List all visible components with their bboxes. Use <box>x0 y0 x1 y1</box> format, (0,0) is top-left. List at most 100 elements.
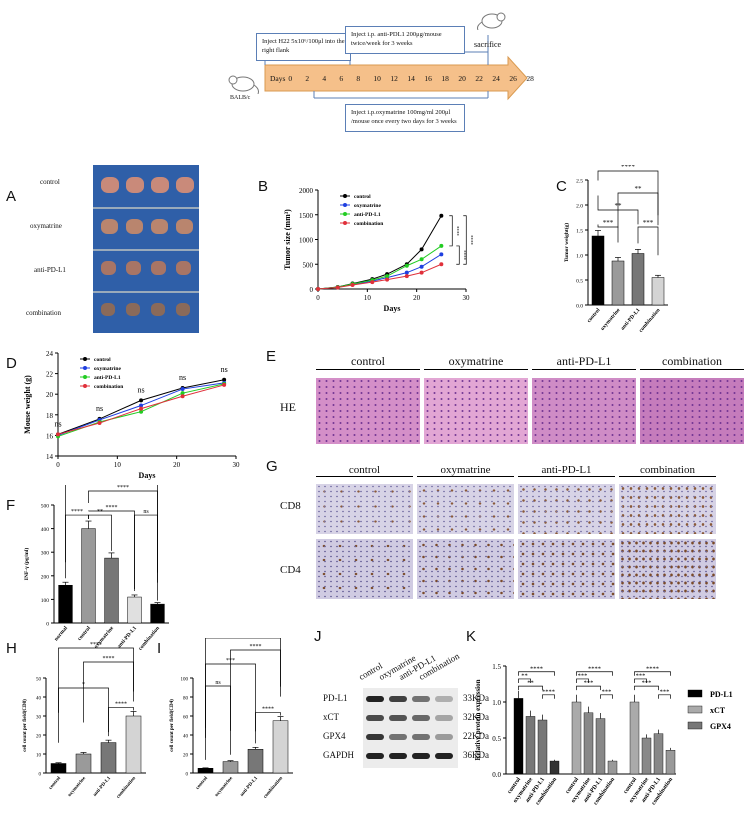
data-point <box>139 403 144 408</box>
y-tick-label: 40 <box>36 697 42 702</box>
he-col-header-oxymatrine: oxymatrine <box>424 354 528 370</box>
anti-pdl1-box: Inject i.p. anti-PDL1 200μg/mouse twice/… <box>345 26 465 54</box>
sig-bracket <box>108 707 134 737</box>
sig-label: **** <box>460 250 465 261</box>
legend-label: control <box>94 357 111 363</box>
day-tick: 8 <box>356 74 361 83</box>
he-micrograph-anti-PD-L1 <box>532 378 636 444</box>
sig-label: ns <box>179 373 186 382</box>
wb-band <box>389 696 407 702</box>
data-point <box>419 264 424 269</box>
bar-PD-L1-anti-PD-L1 <box>537 719 548 775</box>
x-tick-label: 0 <box>56 461 60 469</box>
wb-size-label-GAPDH: 36KDa <box>463 750 489 760</box>
bar-xCT-oxymatrine <box>583 712 594 775</box>
legend-swatch <box>687 689 703 698</box>
bar-oxymatrine <box>104 557 119 624</box>
tumor-specimen <box>126 261 141 275</box>
day-tick: 0 <box>288 74 293 83</box>
y-tick-label: 16 <box>46 432 54 440</box>
bar-normal <box>58 584 73 624</box>
panel-letter-e: E <box>266 348 277 365</box>
sig-bracket <box>576 685 601 691</box>
y-tick-label: 1.5 <box>576 229 583 235</box>
ihc-cd4-control <box>316 539 413 599</box>
data-point <box>180 387 185 392</box>
day-tick: 10 <box>373 74 381 83</box>
data-point <box>385 274 390 279</box>
ihc-cd8-combination <box>619 484 716 534</box>
sig-label: **** <box>467 235 472 246</box>
y-tick-label: 22 <box>46 371 54 379</box>
mouse-icon <box>477 12 506 30</box>
tumor-photo <box>93 165 199 333</box>
data-point <box>439 243 444 248</box>
balbc-label: BALB/c <box>230 95 251 101</box>
data-point <box>350 283 355 288</box>
bar-PD-L1-oxymatrine <box>525 716 536 775</box>
y-axis-label: cell count per field(CD8) <box>23 699 28 752</box>
x-tick-label: 20 <box>413 294 421 302</box>
x-tick-label: oxymatrine <box>600 307 622 332</box>
x-tick-label: 30 <box>463 294 471 302</box>
y-tick-label: 40 <box>183 735 189 740</box>
sig-label: **** <box>106 505 118 511</box>
day-tick: 20 <box>458 74 466 83</box>
bar-anti-PD-L1 <box>247 749 264 774</box>
sig-bracket <box>134 514 158 601</box>
bar-anti-PD-L1 <box>100 742 117 774</box>
legend-label: PD-L1 <box>710 690 733 699</box>
legend-marker <box>343 194 347 198</box>
x-tick-label: combination <box>116 776 137 800</box>
x-tick-label: 10 <box>364 294 372 302</box>
days-axis: Days 0 2 4 6 8 10 12 14 16 18 20 22 24 26 28 <box>270 74 543 83</box>
sig-bracket <box>65 485 158 573</box>
bar-control <box>591 235 605 306</box>
data-point <box>316 287 320 291</box>
legend-label: GPX4 <box>710 722 731 731</box>
legend-label: control <box>354 194 371 200</box>
sig-bracket <box>456 245 460 265</box>
sig-label: * <box>82 682 85 688</box>
y-tick-label: 0.0 <box>576 304 583 310</box>
y-tick-label: 0.0 <box>492 771 501 779</box>
sig-label: **** <box>530 665 543 672</box>
tumor-specimen <box>151 177 169 193</box>
tumor-specimen <box>126 303 140 316</box>
tumor-specimen <box>101 177 119 193</box>
ihc-col-header-anti-PD-L1: anti-PD-L1 <box>518 464 615 477</box>
sig-label: *** <box>584 680 594 687</box>
bar-GPX4-oxymatrine <box>641 737 652 775</box>
sig-bracket <box>637 226 659 256</box>
sig-bracket <box>449 215 453 247</box>
bar-combination <box>150 603 165 624</box>
cd4-label: CD4 <box>280 564 301 576</box>
sig-label: **** <box>90 642 102 648</box>
ihc-cd4-combination <box>619 539 716 599</box>
data-point <box>222 382 227 387</box>
sig-label: **** <box>115 701 127 707</box>
day-tick: 14 <box>407 74 415 83</box>
data-point <box>404 270 409 275</box>
tumor-specimen <box>176 219 193 234</box>
wb-band <box>389 753 407 759</box>
sig-label: **** <box>262 707 274 713</box>
sig-bracket <box>463 215 467 265</box>
sig-bracket <box>576 678 589 683</box>
x-tick-label: oxymatrine <box>214 775 234 798</box>
sig-bracket <box>518 685 543 691</box>
bar-xCT-anti-PD-L1 <box>595 718 606 775</box>
panel-letter-c: C <box>556 178 567 195</box>
sig-label: *** <box>643 219 654 227</box>
y-axis-label: INF-γ (pg/ml) <box>23 548 30 581</box>
oxymatrine-box: Inject i.p.oxymatrine 100mg/ml 200μl /mo… <box>345 104 465 132</box>
day-tick: 18 <box>441 74 449 83</box>
legend-label: combination <box>94 384 123 390</box>
tumor-specimen <box>176 261 191 275</box>
y-tick-label: 10 <box>36 754 42 759</box>
bar-control <box>81 528 96 624</box>
bar-xCT-combination <box>607 760 618 775</box>
y-tick-label: 100 <box>181 678 189 683</box>
sig-bracket <box>597 224 619 243</box>
